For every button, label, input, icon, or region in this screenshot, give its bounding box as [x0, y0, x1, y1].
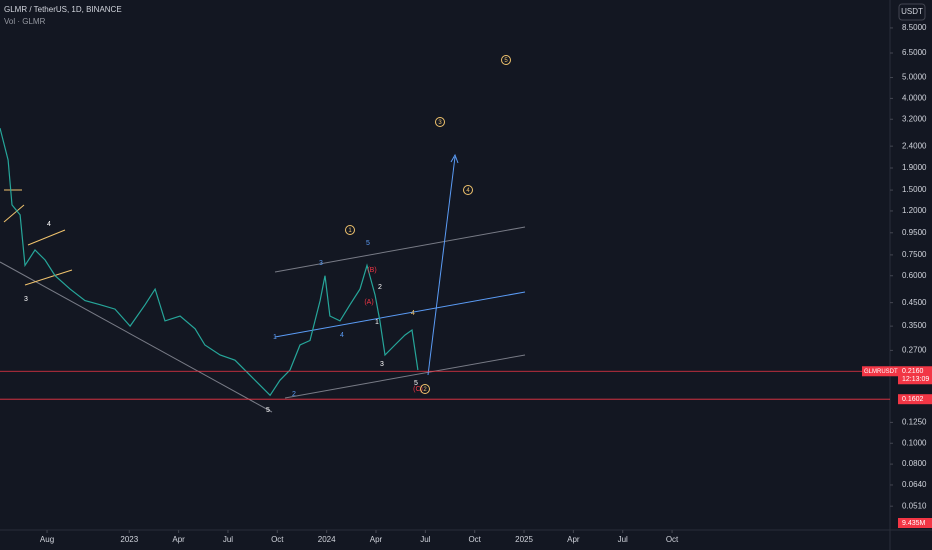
wave-label: 3 — [380, 361, 384, 368]
price-tag-label: 0.1602 — [902, 396, 924, 403]
wave-label: 1 — [273, 334, 277, 341]
y-tick-label: 0.6000 — [902, 271, 927, 280]
x-tick-label: 2024 — [318, 535, 336, 544]
y-tick-label: 3.2000 — [902, 114, 927, 123]
y-tick-label: 0.1000 — [902, 438, 927, 447]
circled-wave-label: 5 — [504, 58, 508, 64]
y-tick-label: 0.2700 — [902, 346, 927, 355]
symbol-tag-label: GLMRUSDT — [864, 369, 898, 375]
volume-tag — [898, 518, 932, 528]
y-tick-label: 0.0510 — [902, 501, 927, 510]
y-tick-label: 0.7500 — [902, 250, 927, 259]
x-tick-label: 2025 — [515, 535, 533, 544]
wave-label: 3 — [319, 260, 323, 267]
y-tick-label: 0.4500 — [902, 298, 927, 307]
channel-top — [274, 226, 526, 273]
wave-label: (C) — [413, 386, 423, 393]
symbol-tag — [862, 366, 898, 377]
wave-label: (A) — [364, 299, 373, 306]
volume-tag-label: 9.435M — [902, 520, 926, 527]
x-tick-label: Jul — [618, 535, 628, 544]
circled-wave-label: 3 — [438, 120, 442, 126]
y-tick-label: 6.5000 — [902, 48, 927, 57]
y-tick-label: 2.4000 — [902, 141, 927, 150]
x-tick-label: Apr — [370, 535, 383, 544]
symbol-title: GLMR / TetherUS, 1D, BINANCE — [4, 5, 122, 14]
x-tick-label: Oct — [666, 535, 679, 544]
price-tag-time: 12:13:09 — [902, 376, 929, 383]
wave-label: 2 — [292, 391, 296, 398]
x-tick-label: Aug — [40, 535, 54, 544]
circled-wave-label: 1 — [348, 228, 352, 234]
y-tick-label: 1.9000 — [902, 163, 927, 172]
volume-study-label: Vol · GLMR — [4, 17, 46, 26]
wave-label: 2 — [378, 284, 382, 291]
currency-button-label[interactable]: USDT — [901, 7, 923, 16]
downtrend-line — [0, 261, 273, 413]
wave-label: 1 — [375, 319, 379, 326]
y-tick-label: 0.0640 — [902, 480, 927, 489]
wave-label: 4 — [47, 221, 51, 228]
wave-circle — [435, 117, 445, 127]
channel-mid — [274, 291, 526, 338]
x-tick-label: Oct — [271, 535, 284, 544]
wave-circle — [420, 384, 430, 394]
x-tick-label: Jul — [223, 535, 233, 544]
wave-circle — [463, 185, 473, 195]
wave-circle — [345, 225, 355, 235]
arrow-head — [450, 153, 459, 164]
y-tick-label: 4.0000 — [902, 94, 927, 103]
wedge-line — [24, 269, 73, 286]
wedge-line — [27, 229, 66, 246]
wave-label: 5 — [414, 380, 418, 387]
y-tick-label: 1.2000 — [902, 206, 927, 215]
drawings — [0, 153, 526, 413]
y-tick-label: 5.0000 — [902, 73, 927, 82]
projection-arrow — [427, 156, 456, 376]
currency-button[interactable] — [898, 3, 926, 21]
x-tick-label: Apr — [172, 535, 185, 544]
price-line — [0, 127, 419, 397]
y-tick-label: 0.0800 — [902, 459, 927, 468]
channel-bottom — [284, 354, 526, 399]
wave-label: 4 — [340, 332, 344, 339]
price-tag — [898, 394, 932, 405]
price-tag — [898, 366, 932, 385]
wave-label: (B) — [367, 267, 376, 274]
wave-label: 4 — [411, 310, 415, 317]
y-tick-label: 0.9500 — [902, 228, 927, 237]
wave-label: 3 — [24, 296, 28, 303]
y-tick-label: 8.5000 — [902, 23, 927, 32]
wave-label: 5 — [266, 407, 270, 414]
x-tick-label: 2023 — [120, 535, 138, 544]
x-tick-label: Oct — [468, 535, 481, 544]
wave-circle — [501, 55, 511, 65]
y-tick-label: 0.1250 — [902, 418, 927, 427]
x-tick-label: Apr — [567, 535, 580, 544]
circled-wave-label: 4 — [466, 188, 470, 194]
y-tick-label: 0.3500 — [902, 321, 927, 330]
wave-label: 5 — [366, 240, 370, 247]
x-tick-label: Jul — [420, 535, 430, 544]
price-tag-label: 0.2160 — [902, 368, 924, 375]
circled-wave-label: 2 — [423, 387, 427, 393]
y-tick-label: 1.5000 — [902, 185, 927, 194]
flag-line — [3, 204, 25, 223]
